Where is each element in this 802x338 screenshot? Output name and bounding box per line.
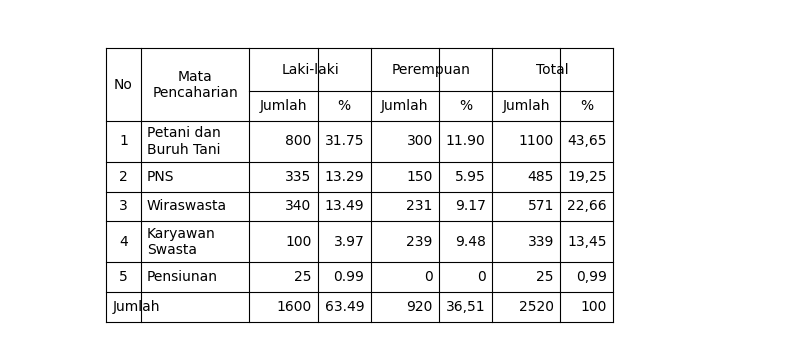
Text: 13.29: 13.29: [325, 170, 364, 184]
Text: 0,99: 0,99: [576, 270, 607, 284]
Text: Karyawan
Swasta: Karyawan Swasta: [147, 226, 216, 257]
Text: %: %: [338, 99, 350, 113]
Text: Jumlah: Jumlah: [381, 99, 428, 113]
Text: 5.95: 5.95: [455, 170, 486, 184]
Text: 63.49: 63.49: [325, 300, 364, 314]
Text: 1600: 1600: [277, 300, 311, 314]
Text: 5: 5: [119, 270, 128, 284]
Text: 920: 920: [407, 300, 433, 314]
Text: Laki-laki: Laki-laki: [282, 63, 339, 77]
Text: 3: 3: [119, 199, 128, 214]
Text: 150: 150: [407, 170, 433, 184]
Text: 485: 485: [528, 170, 554, 184]
Text: 9.48: 9.48: [455, 235, 486, 249]
Text: 231: 231: [407, 199, 433, 214]
Text: 13,45: 13,45: [567, 235, 607, 249]
Text: PNS: PNS: [147, 170, 174, 184]
Text: 239: 239: [407, 235, 433, 249]
Text: 100: 100: [286, 235, 311, 249]
Text: 0: 0: [424, 270, 433, 284]
Text: 100: 100: [581, 300, 607, 314]
Text: Pensiunan: Pensiunan: [147, 270, 218, 284]
Text: Jumlah: Jumlah: [260, 99, 307, 113]
Text: 800: 800: [286, 135, 311, 148]
Text: Mata
Pencaharian: Mata Pencaharian: [152, 70, 238, 100]
Text: 4: 4: [119, 235, 128, 249]
Text: %: %: [580, 99, 593, 113]
Text: 0.99: 0.99: [334, 270, 364, 284]
Text: 31.75: 31.75: [325, 135, 364, 148]
Text: 25: 25: [294, 270, 311, 284]
Text: %: %: [459, 99, 472, 113]
Text: 3.97: 3.97: [334, 235, 364, 249]
Text: 1: 1: [119, 135, 128, 148]
Text: Jumlah: Jumlah: [502, 99, 549, 113]
Text: 340: 340: [286, 199, 311, 214]
Text: Perempuan: Perempuan: [392, 63, 471, 77]
Text: Petani dan
Buruh Tani: Petani dan Buruh Tani: [147, 126, 221, 156]
Text: 0: 0: [477, 270, 486, 284]
Text: 339: 339: [528, 235, 554, 249]
Text: 19,25: 19,25: [567, 170, 607, 184]
Text: Total: Total: [536, 63, 569, 77]
Text: 300: 300: [407, 135, 433, 148]
Text: No: No: [114, 78, 133, 92]
Text: 571: 571: [528, 199, 554, 214]
Text: Wiraswasta: Wiraswasta: [147, 199, 227, 214]
Text: 2520: 2520: [519, 300, 554, 314]
Text: 43,65: 43,65: [567, 135, 607, 148]
Text: 335: 335: [286, 170, 311, 184]
Text: 9.17: 9.17: [455, 199, 486, 214]
Text: 11.90: 11.90: [446, 135, 486, 148]
Text: 36,51: 36,51: [446, 300, 486, 314]
Text: 1100: 1100: [519, 135, 554, 148]
Text: 2: 2: [119, 170, 128, 184]
Text: 22,66: 22,66: [567, 199, 607, 214]
Text: 25: 25: [537, 270, 554, 284]
Text: Jumlah: Jumlah: [112, 300, 160, 314]
Text: 13.49: 13.49: [325, 199, 364, 214]
